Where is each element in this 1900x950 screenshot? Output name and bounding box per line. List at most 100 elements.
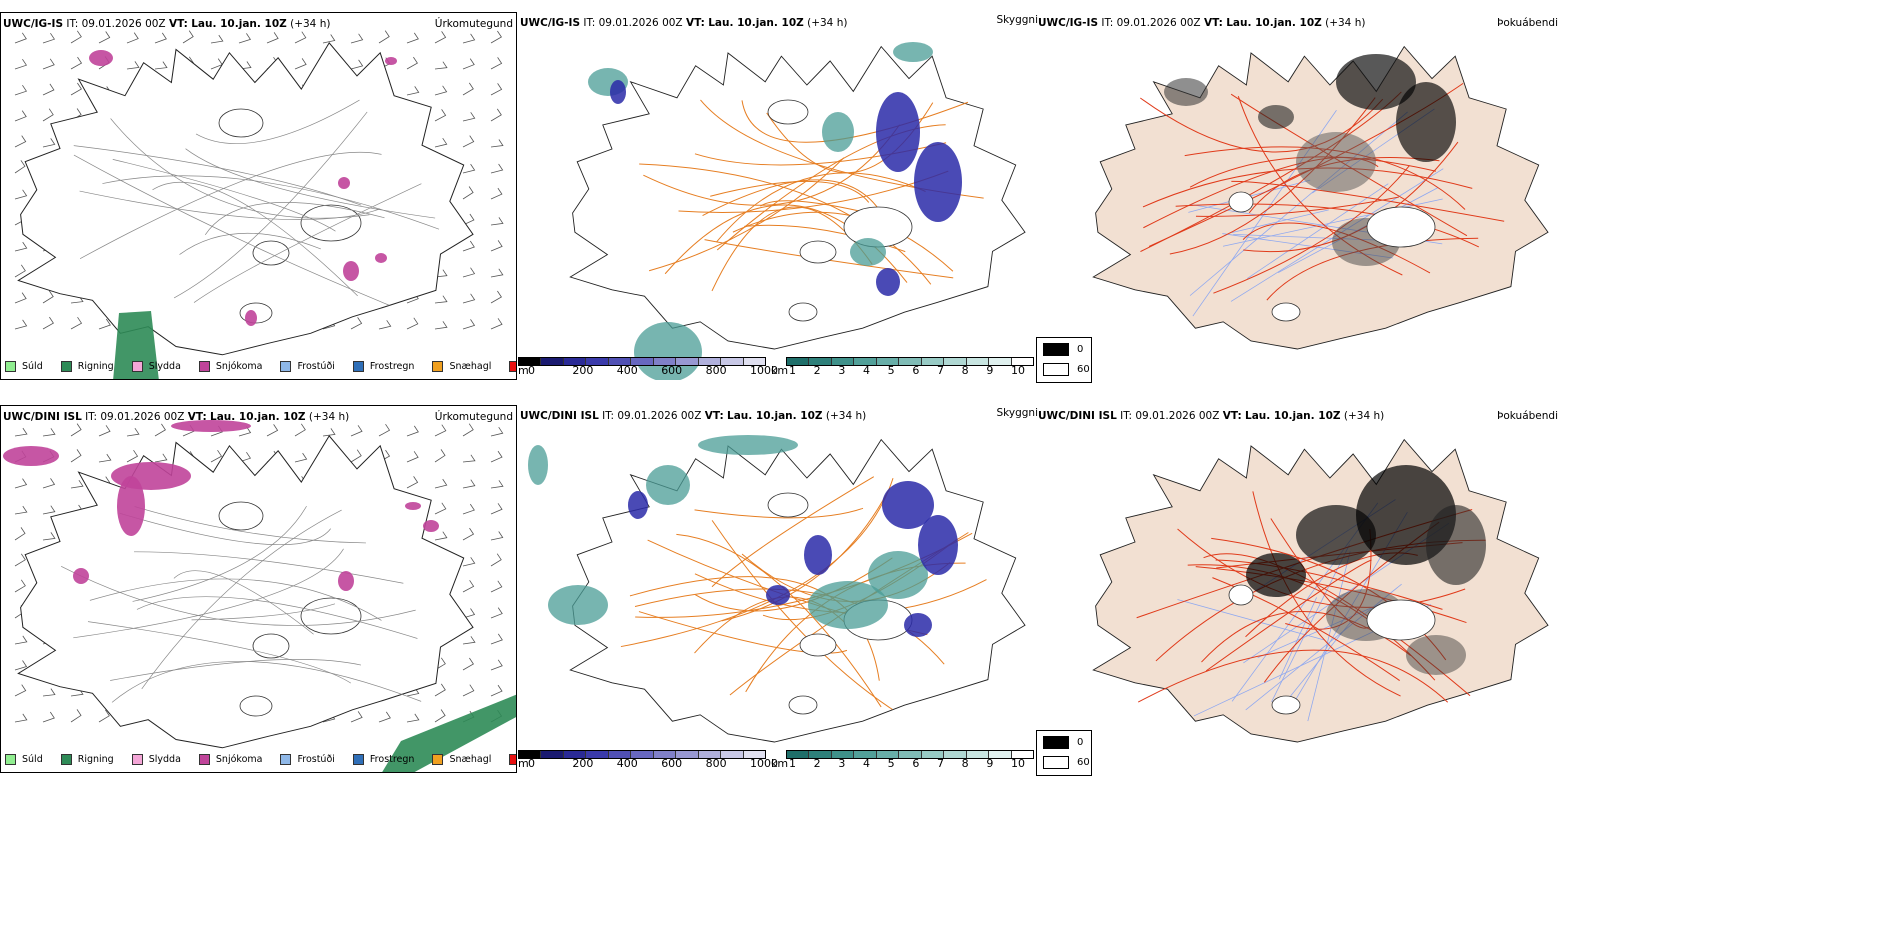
glacier-outline [799,240,837,264]
wind-barb [406,713,420,723]
wind-barb [14,579,26,593]
wind-barb [406,476,419,489]
wind-barb [462,527,475,541]
wind-barb [462,135,475,148]
river [1282,620,1352,706]
wind-barb [266,424,279,437]
colorbar-tick: 5 [887,364,895,377]
wind-barb [434,61,448,70]
road [79,190,381,220]
colorbar-tick: 9 [986,364,994,377]
cloud-legend-row2: 0 60 [1036,730,1092,776]
cloud-swatch [1043,343,1069,356]
road [639,163,932,285]
colorbar-segment [989,358,1012,365]
colorbar-tick: 5 [887,757,895,770]
wind-barb [126,32,139,44]
road [119,512,331,546]
legend-label: Snæhagl [449,360,492,372]
colorbar-unit: km [771,364,789,377]
colorbar-segment [631,751,654,758]
wind-barb [238,33,252,44]
cloud-swatch [1043,756,1069,769]
road [1140,97,1384,153]
visibility-map-row1 [569,42,1026,380]
legend-entry: Snæhagl [432,360,492,372]
wind-barb [14,505,28,515]
low-ceiling-area [628,491,648,519]
wind-barb [378,30,390,44]
wind-barb [42,428,56,437]
roads [639,99,984,292]
legend-label: Slydda [148,360,181,372]
wind-barb [42,108,54,122]
road [112,159,336,232]
roads [60,505,422,703]
coastline [17,435,474,749]
colorbar-tick: 400 [616,364,638,377]
low-visibility-area [850,238,886,266]
wind-barb [42,32,56,44]
wind-barb [154,61,168,70]
wind-barb [98,425,111,437]
colorbar-segment [899,358,922,365]
colorbar-tick: 7 [937,757,944,770]
colorbar-tick: 6 [912,757,920,770]
colorbar-segment [944,751,967,758]
wind-barb [490,240,503,252]
wind-barb [490,659,503,671]
wind-barb [42,138,56,148]
legend-label: Frostúði [297,753,335,765]
wind-barb [434,31,447,44]
wind-barb [490,553,502,567]
snow-area [385,57,397,65]
road [79,151,382,260]
field-label: Úrkomutegund [434,18,513,30]
panel-title: UWC/IG-IS IT: 09.01.2026 00Z VT: Lau. 10… [3,18,331,30]
wind-barb [462,636,476,645]
colorbar-segment [876,358,900,365]
glacier-outline [767,99,809,125]
colorbar-segment [831,751,855,758]
wind-barb [490,633,503,645]
legend-entry: Slydda [131,753,181,765]
glacier-outline [799,633,837,657]
wind-barb [14,241,28,252]
road [134,551,404,584]
road [136,596,418,639]
wind-barb [70,479,84,489]
wind-barb [154,453,168,463]
colorbar-tick: 8 [961,757,969,770]
road [1137,649,1449,703]
road [648,157,845,272]
glacier-outline [252,240,290,266]
colorbar-segment [921,358,945,365]
wind-barb [462,213,475,226]
wind-barb [490,480,504,489]
wind-barb [462,58,475,70]
colorbar-tick: 1000 [750,757,778,770]
cloud-label: 60 [1077,757,1090,768]
glacier-outline [1271,695,1301,715]
colorbar-segment [854,751,877,758]
legend-swatch [131,753,143,765]
wind-barb [322,428,336,437]
wind-barb [70,709,82,723]
fog-panel-row1: UWC/IG-IS IT: 09.01.2026 00Z VT: Lau. 10… [1036,12,1560,380]
colorbar-segment [653,358,677,365]
field-label: Skyggni [996,14,1039,26]
wind-barb [14,527,26,541]
road [1177,528,1466,608]
wind-barb [434,85,448,96]
wind-barb [42,316,54,330]
colorbar-segment [743,751,765,758]
colorbar-segment [899,751,922,758]
low-visibility-area [698,435,798,455]
road [695,557,893,612]
wind-barb [350,449,362,463]
glacier-outline [1228,584,1254,606]
wind-barb [154,423,166,437]
wind-barb [350,425,363,437]
road [87,621,352,684]
road [185,148,436,219]
